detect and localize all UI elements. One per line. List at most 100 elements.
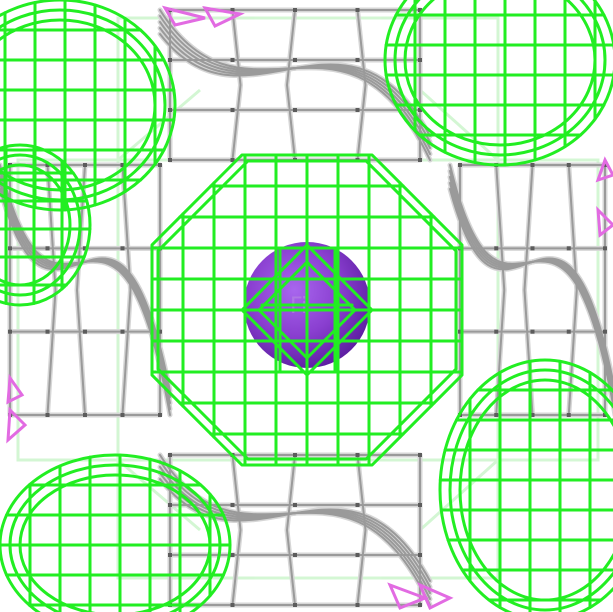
framework-junction <box>8 246 12 251</box>
magenta-wedge-icon <box>387 582 430 610</box>
framework-junction <box>168 108 172 112</box>
cage-outline-inner <box>156 159 458 461</box>
framework-junction <box>458 329 462 334</box>
framework-junction <box>566 413 571 417</box>
framework-junction <box>45 413 50 417</box>
framework-junction <box>168 58 172 62</box>
framework-strut <box>231 454 242 606</box>
framework-junction <box>168 453 172 457</box>
framework-strut <box>230 452 244 608</box>
framework-junction <box>230 603 235 607</box>
framework-junction <box>230 503 235 507</box>
cage-hull <box>0 143 92 307</box>
framework-junction <box>45 163 50 167</box>
framework-curved-bond <box>0 186 173 394</box>
framework-strut <box>120 162 134 418</box>
magenta-wedge-icon <box>595 156 613 183</box>
framework-curved-bond <box>0 176 171 404</box>
framework-junction <box>418 603 422 607</box>
framework-strut <box>356 9 367 161</box>
central-wireframe-cage <box>150 153 464 467</box>
framework-junction <box>355 8 360 12</box>
framework-strut <box>231 9 242 161</box>
framework-junction <box>530 163 535 167</box>
framework-junction <box>418 553 422 557</box>
framework-junction <box>230 108 235 112</box>
framework-junction <box>418 503 422 507</box>
top-left-cage <box>0 0 177 212</box>
framework-junction <box>120 163 125 167</box>
framework-curved-bond <box>159 478 431 582</box>
framework-junction <box>293 603 297 607</box>
framework-curved-bond <box>0 182 171 398</box>
framework-junction <box>603 329 607 334</box>
framework-junction <box>418 58 422 62</box>
framework-junction <box>293 58 297 62</box>
cage-hull <box>393 0 607 157</box>
framework-junction <box>120 413 125 417</box>
framework-junction <box>293 553 297 557</box>
magenta-wedge-icon <box>6 406 28 444</box>
magenta-wedge-icon <box>202 5 245 28</box>
framework-curved-bond <box>0 180 173 400</box>
framework-curved-bond <box>0 188 171 392</box>
framework-strut <box>284 7 298 163</box>
framework-junction <box>418 108 422 112</box>
framework-junction <box>418 8 422 12</box>
framework-junction <box>355 503 360 507</box>
framework-junction <box>418 453 422 457</box>
framework-junction <box>230 58 235 62</box>
framework-junction <box>293 503 297 507</box>
framework-junction <box>83 413 87 417</box>
cage-inner-diamond <box>240 243 374 377</box>
magenta-wedge-icon <box>6 373 25 405</box>
cage-hull <box>0 0 177 212</box>
framework-strut <box>284 452 298 608</box>
framework-junction <box>458 163 462 167</box>
framework-curved-bond <box>159 33 431 137</box>
framework-junction <box>603 246 607 251</box>
framework-junction <box>494 329 499 334</box>
framework-junction <box>8 329 12 334</box>
framework-junction <box>168 158 172 162</box>
framework-junction <box>230 158 235 162</box>
framework-junction <box>530 246 535 251</box>
framework-junction <box>120 246 125 251</box>
framework-strut <box>355 7 369 163</box>
framework-strut <box>285 9 296 161</box>
framework-junction <box>83 246 87 251</box>
bottom-left-cage <box>0 453 232 612</box>
framework-strut <box>121 164 132 416</box>
framework-junction <box>168 503 172 507</box>
framework-strut <box>355 452 369 608</box>
cage-hull <box>448 368 613 612</box>
left-mid-cage <box>0 143 92 307</box>
framework-junction <box>355 58 360 62</box>
framework-strut <box>46 164 57 416</box>
framework-junction <box>530 329 535 334</box>
framework-junction <box>230 8 235 12</box>
framework-junction <box>566 163 571 167</box>
framework-junction <box>120 329 125 334</box>
framework-junction <box>158 163 162 167</box>
framework-junction <box>45 246 50 251</box>
magenta-wedge-icon <box>417 582 454 611</box>
magenta-wedge-icon <box>596 206 613 238</box>
cage-hull <box>0 153 82 297</box>
framework-junction <box>168 553 172 557</box>
framework-junction <box>293 453 297 457</box>
framework-junction <box>83 329 87 334</box>
magenta-wedge-icon <box>161 5 206 27</box>
framework-curved-bond <box>449 188 613 387</box>
framework-junction <box>418 158 422 162</box>
framework-junction <box>293 108 297 112</box>
framework-strut <box>230 7 244 163</box>
framework-junction <box>355 453 360 457</box>
right-framework <box>447 162 613 418</box>
cage-hull <box>0 453 232 612</box>
cage-hull <box>383 0 613 167</box>
framework-junction <box>494 246 499 251</box>
top-right-cage <box>383 0 613 167</box>
